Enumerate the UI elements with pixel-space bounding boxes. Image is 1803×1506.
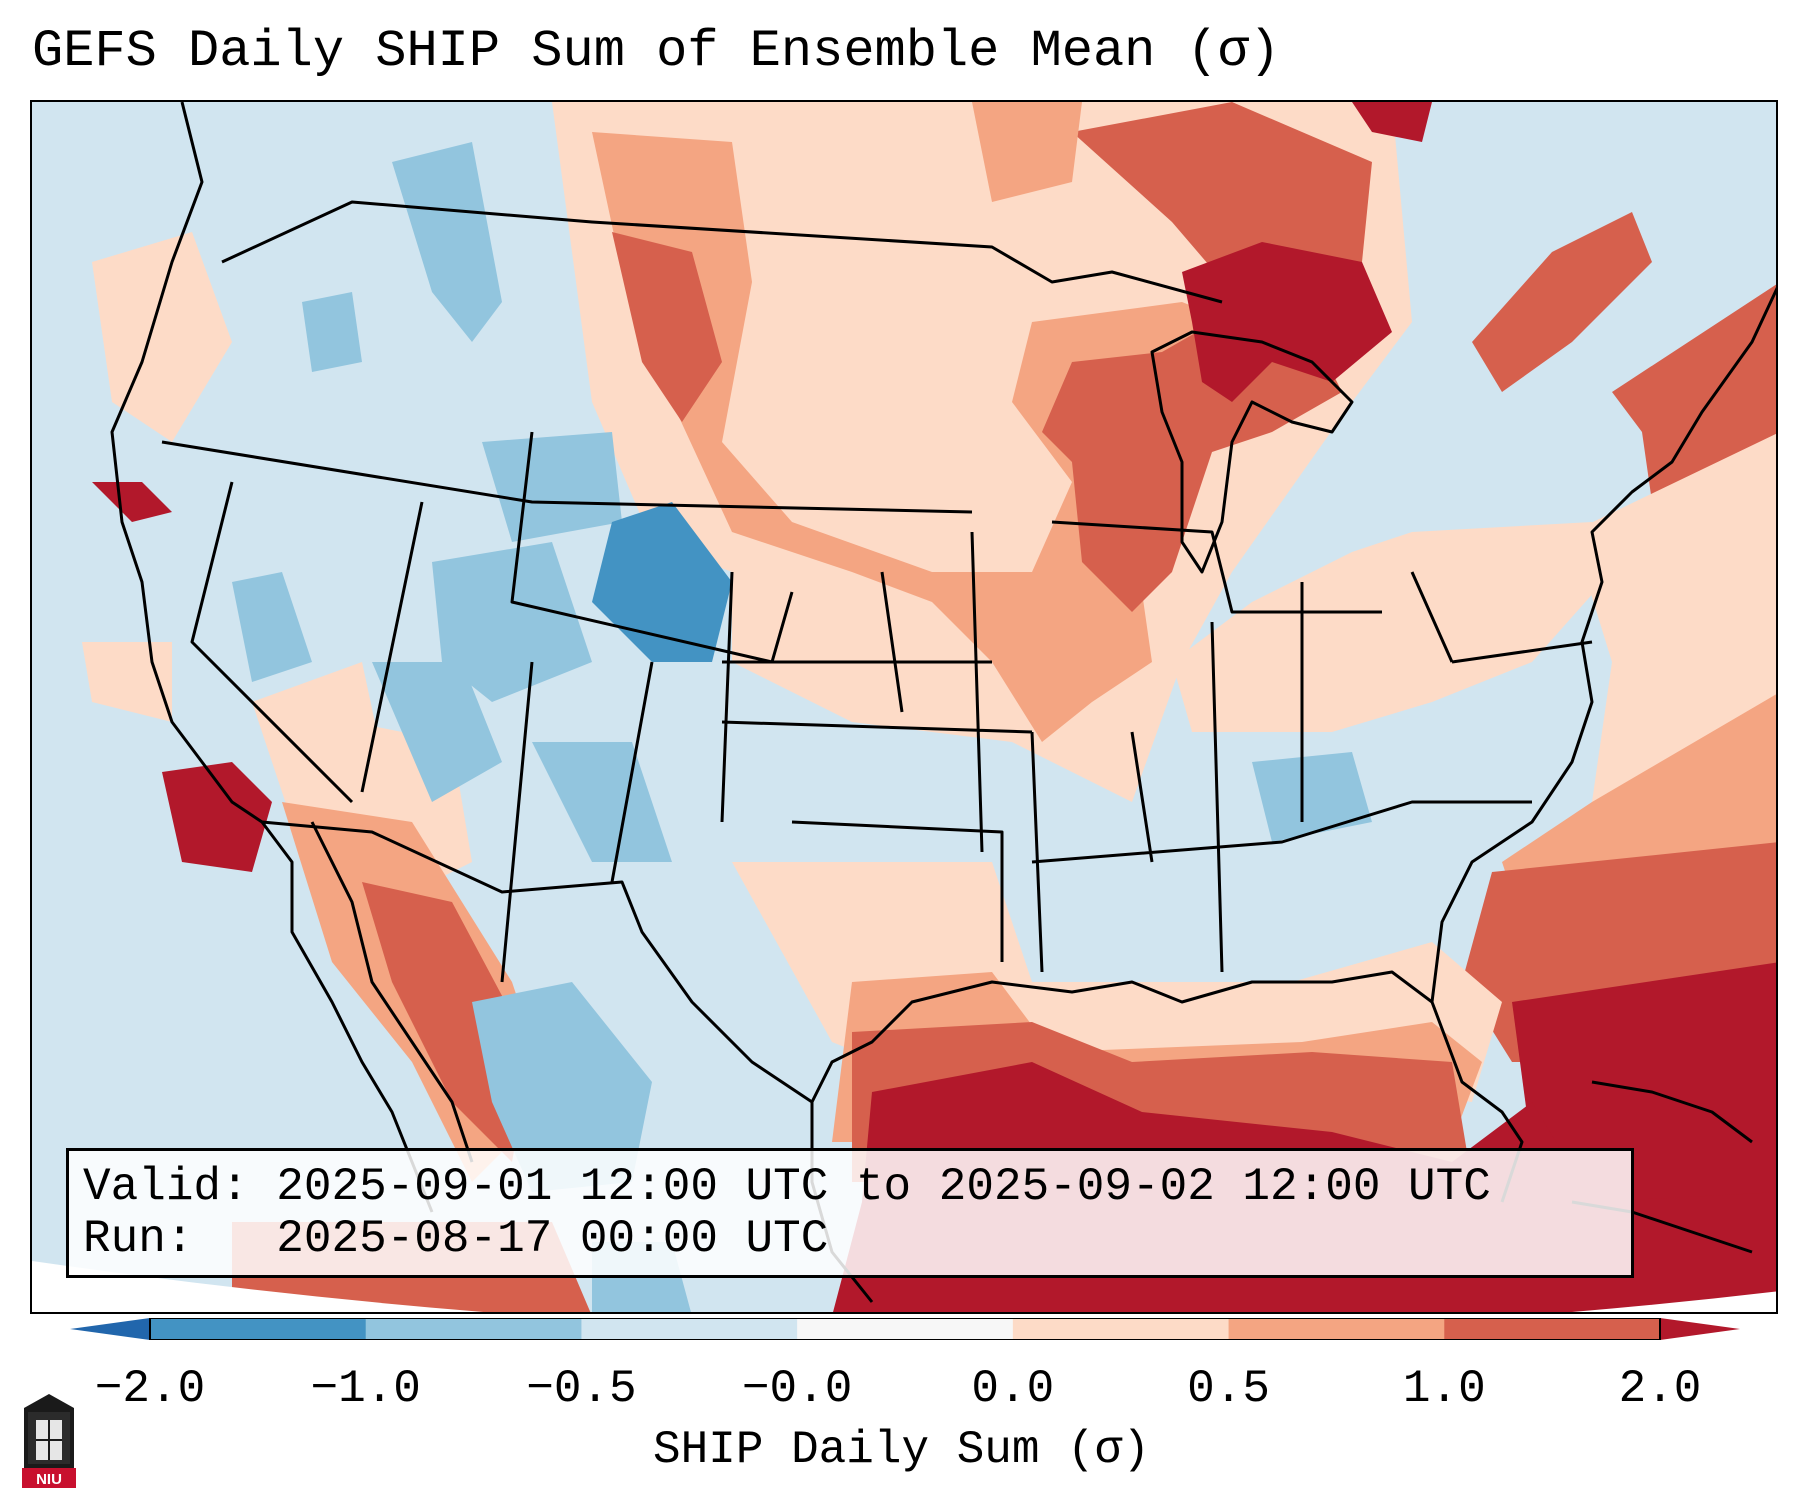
east-coast xyxy=(1430,287,1776,1003)
region-arctic-light xyxy=(972,102,1082,202)
colorbar xyxy=(70,1318,1740,1340)
valid-line: Valid: 2025-09-01 12:00 UTC to 2025-09-0… xyxy=(83,1161,1491,1213)
canada-border xyxy=(221,200,1223,304)
coastlines-borders xyxy=(110,102,1776,1303)
colorbar-bin xyxy=(797,1318,1014,1340)
region-southeast-light xyxy=(1172,522,1612,732)
colorbar-bin xyxy=(581,1318,798,1340)
niu-logo-text: NIU xyxy=(36,1471,62,1488)
colorbar-bin xyxy=(1228,1318,1445,1340)
chart-title: GEFS Daily SHIP Sum of Ensemble Mean (σ) xyxy=(32,22,1281,81)
region-pacific-light xyxy=(82,232,232,722)
mexico-border xyxy=(261,820,813,1104)
colorbar-tick-label: −2.0 xyxy=(94,1363,206,1415)
colorbar-over-extension xyxy=(1660,1318,1740,1340)
colorbar-bin xyxy=(150,1318,367,1340)
colorbar-outline xyxy=(149,1318,1661,1340)
colorbar-label: SHIP Daily Sum (σ) xyxy=(653,1424,1150,1476)
colorbar-bins xyxy=(150,1318,1661,1340)
valid-label: Valid: xyxy=(83,1161,249,1213)
anomaly-map xyxy=(32,102,1776,1312)
region-sierra-blue xyxy=(232,292,362,682)
region-colorado-strong-blue xyxy=(592,502,732,662)
gulf-coast xyxy=(810,970,1524,1203)
state-lines xyxy=(161,431,1593,983)
colorbar-tick-label: −0.0 xyxy=(741,1363,853,1415)
colorbar-tick-label: 0.0 xyxy=(971,1363,1055,1415)
great-lakes-outline xyxy=(1150,330,1354,574)
validity-info-box: Valid: 2025-09-01 12:00 UTC to 2025-09-0… xyxy=(66,1148,1634,1278)
region-upper-midwest-red xyxy=(612,102,1652,612)
colorbar-bin xyxy=(1012,1318,1230,1340)
colorbar-tick-label: −1.0 xyxy=(310,1363,421,1415)
colorbar-tick-label: 1.0 xyxy=(1402,1363,1486,1415)
region-pacific-dark xyxy=(92,482,272,872)
colorbar-tick-label: 0.5 xyxy=(1187,1363,1270,1415)
colorbar-under-extension xyxy=(70,1318,150,1340)
colorbar-bin xyxy=(365,1318,582,1340)
run-label: Run: xyxy=(83,1213,194,1265)
run-value: 2025-08-17 00:00 UTC xyxy=(276,1213,829,1265)
region-great-lakes-dark xyxy=(1182,102,1432,402)
baja-east-coast xyxy=(310,821,474,1163)
colorbar-bin xyxy=(1444,1318,1661,1340)
colorbar-tick-label: −0.5 xyxy=(526,1363,637,1415)
map-panel xyxy=(30,100,1778,1314)
map-domain-edge xyxy=(32,1261,1776,1312)
run-line: Run: 2025-08-17 00:00 UTC xyxy=(83,1213,828,1265)
region-atlantic-light xyxy=(1572,432,1776,802)
west-coast xyxy=(110,102,434,1213)
niu-logo-icon: NIU xyxy=(22,1394,76,1488)
valid-value: 2025-09-01 12:00 UTC to 2025-09-02 12:00… xyxy=(276,1161,1491,1213)
colorbar-tick-label: 2.0 xyxy=(1618,1363,1702,1415)
